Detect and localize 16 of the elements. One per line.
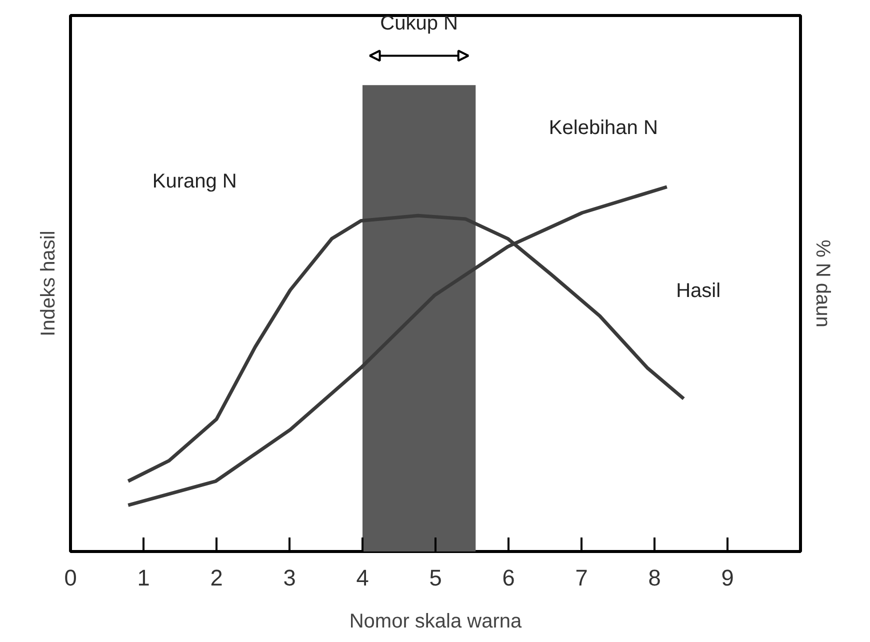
x-axis-title: Nomor skala warna [349,610,523,632]
x-tick-label: 5 [429,564,442,590]
x-tick-label: 2 [210,564,223,590]
y-axis-title: Indeks hasil [38,230,60,336]
text: Hasil [676,280,721,302]
x-tick-label: 8 [648,564,661,590]
x-tick-label: 3 [283,564,296,590]
text: Kelebihan N [548,116,658,139]
annotation: Kurang N [152,170,237,192]
x-tick-label: 0 [64,564,77,590]
x-tick-label: 1 [137,564,150,590]
x-tick-label: 6 [502,564,515,590]
x-tick-label: 9 [721,564,734,590]
y2-axis-title: % N daun [812,240,834,328]
x-tick-label: 4 [356,564,369,590]
x-tick-label: 7 [575,564,588,590]
